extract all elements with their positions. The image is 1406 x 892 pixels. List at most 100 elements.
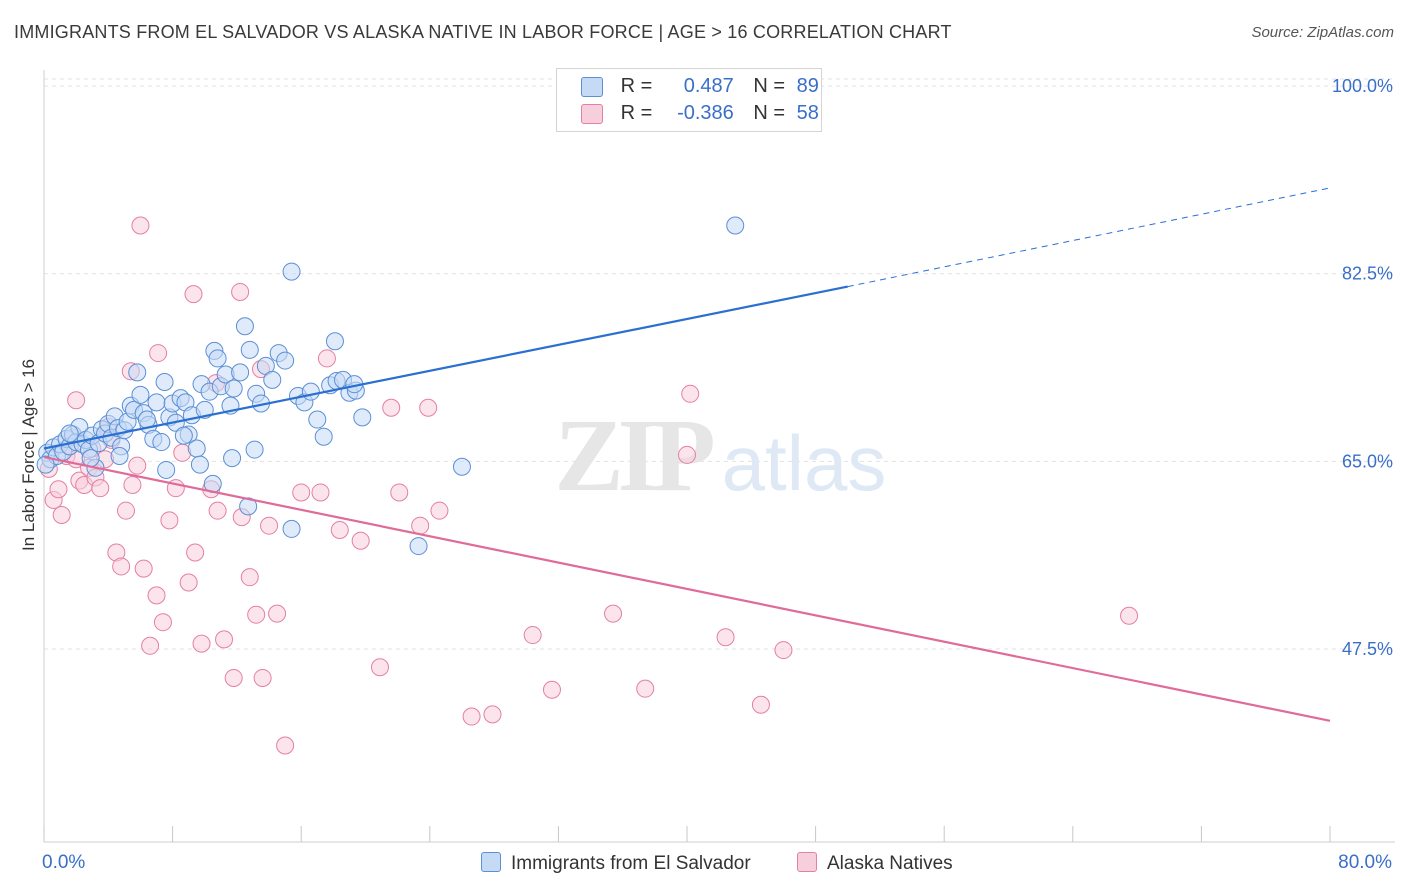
y-tick-label: 100.0% xyxy=(1332,76,1393,96)
alaska-natives-point xyxy=(91,479,110,498)
alaska-natives-point xyxy=(604,604,623,623)
blue-swatch xyxy=(581,76,603,97)
el-salvador-point xyxy=(187,439,206,458)
el-salvador-point xyxy=(60,424,79,443)
alaska-natives-point xyxy=(411,516,430,535)
y-axis-label: In Labor Force | Age > 16 xyxy=(19,359,38,551)
alaska-natives-point xyxy=(49,480,68,499)
alaska-natives-point xyxy=(208,501,227,520)
alaska-natives-point xyxy=(636,679,655,698)
el-salvador-point xyxy=(155,373,174,392)
alaska-natives-point xyxy=(134,559,153,578)
el-salvador-point xyxy=(726,216,745,235)
el-salvador-point xyxy=(231,363,250,382)
alaska-natives-point xyxy=(276,736,295,755)
el-salvador-point xyxy=(81,449,100,468)
alaska-natives-point xyxy=(67,391,86,410)
bottom-legend-alaska-natives: Alaska Natives xyxy=(797,852,953,875)
r-label: R = xyxy=(620,75,653,97)
legend-row-el-salvador: R = 0.487 N = 89 xyxy=(581,75,819,101)
el-salvador-point xyxy=(131,385,150,404)
chart-title: IMMIGRANTS FROM EL SALVADOR VS ALASKA NA… xyxy=(14,22,952,42)
el-salvador-point xyxy=(276,351,295,370)
watermark: ZIP atlas xyxy=(554,398,886,513)
alaska-natives-point xyxy=(160,511,179,530)
el-salvador-point xyxy=(147,393,166,412)
alaska-natives-point xyxy=(131,216,150,235)
source-credit: Source: ZipAtlas.com xyxy=(1251,24,1394,41)
watermark-atlas: atlas xyxy=(722,419,887,507)
alaska-natives-point xyxy=(128,456,147,475)
el-salvador-point xyxy=(128,363,147,382)
el-salvador-point xyxy=(235,317,254,336)
el-salvador-point xyxy=(240,340,259,359)
alaska-natives-point xyxy=(419,398,438,417)
el-salvador-point xyxy=(282,519,301,538)
alaska-natives-point xyxy=(716,628,735,647)
grid-lines xyxy=(44,78,1395,650)
y-tick-labels: 100.0% 82.5% 65.0% 47.5% xyxy=(1332,76,1393,659)
legend-label: Alaska Natives xyxy=(827,853,953,874)
x-tick-left: 0.0% xyxy=(42,852,86,873)
el-salvador-point xyxy=(190,455,209,474)
r-label: R = xyxy=(620,102,653,124)
alaska-natives-point xyxy=(231,282,250,301)
legend-label: Immigrants from El Salvador xyxy=(511,853,751,874)
alaska-natives-point xyxy=(390,483,409,502)
alaska-natives-point xyxy=(462,707,481,726)
r-value: 0.487 xyxy=(683,75,734,97)
alaska-natives-point xyxy=(430,501,449,520)
el-salvador-point xyxy=(208,349,227,368)
alaska-natives-point xyxy=(141,636,160,655)
el-salvador-point xyxy=(282,262,301,281)
pink-swatch xyxy=(581,103,603,124)
n-value: 58 xyxy=(796,102,819,124)
el-salvador-point xyxy=(157,460,176,479)
alaska-natives-point xyxy=(681,384,700,403)
y-tick-label: 65.0% xyxy=(1342,451,1393,471)
alaska-natives-point xyxy=(116,501,135,520)
alaska-natives-point xyxy=(311,483,330,502)
el-salvador-point xyxy=(224,379,243,398)
el-salvador-point xyxy=(452,457,471,476)
alaska-natives-point xyxy=(179,573,198,592)
alaska-natives-point xyxy=(774,641,793,660)
alaska-natives-point xyxy=(678,445,696,464)
correlation-legend: R = 0.487 N = 89 R = -0.386 N = 58 xyxy=(556,68,822,132)
el-salvador-point xyxy=(409,537,428,556)
el-salvador-point xyxy=(110,447,129,465)
el-salvador-point xyxy=(301,382,320,401)
alaska-natives-point xyxy=(268,604,287,623)
blue-swatch xyxy=(481,852,501,872)
el-salvador-point xyxy=(308,410,327,429)
el-salvador-point xyxy=(36,455,55,474)
alaska-natives-point xyxy=(253,668,272,687)
alaska-natives-point xyxy=(184,285,203,304)
r-value: -0.386 xyxy=(677,102,734,124)
alaska-natives-point xyxy=(215,630,234,649)
alaska-natives-point xyxy=(247,605,266,624)
y-tick-label: 47.5% xyxy=(1342,639,1393,659)
alaska-natives-point xyxy=(123,475,142,494)
el-salvador-point xyxy=(325,332,344,351)
el-salvador-point xyxy=(174,426,193,445)
alaska-natives-point xyxy=(317,349,336,368)
alaska-natives-point xyxy=(751,695,770,714)
alaska-natives-point xyxy=(52,505,71,524)
el-salvador-point xyxy=(223,449,242,468)
alaska-natives-point xyxy=(523,626,542,645)
alaska-natives-trend-line xyxy=(43,455,1331,722)
el-salvador-point xyxy=(353,408,372,427)
alaska-natives-point xyxy=(1120,606,1139,625)
alaska-natives-point xyxy=(186,543,205,562)
pink-swatch xyxy=(797,852,817,872)
alaska-natives-point xyxy=(240,568,259,587)
alaska-natives-point xyxy=(330,520,349,539)
alaska-natives-point xyxy=(192,634,211,653)
el-salvador-point xyxy=(245,440,264,459)
alaska-natives-point xyxy=(112,557,131,576)
trend-lines xyxy=(43,187,1331,722)
n-label: N = xyxy=(753,75,786,97)
n-label: N = xyxy=(753,102,786,124)
